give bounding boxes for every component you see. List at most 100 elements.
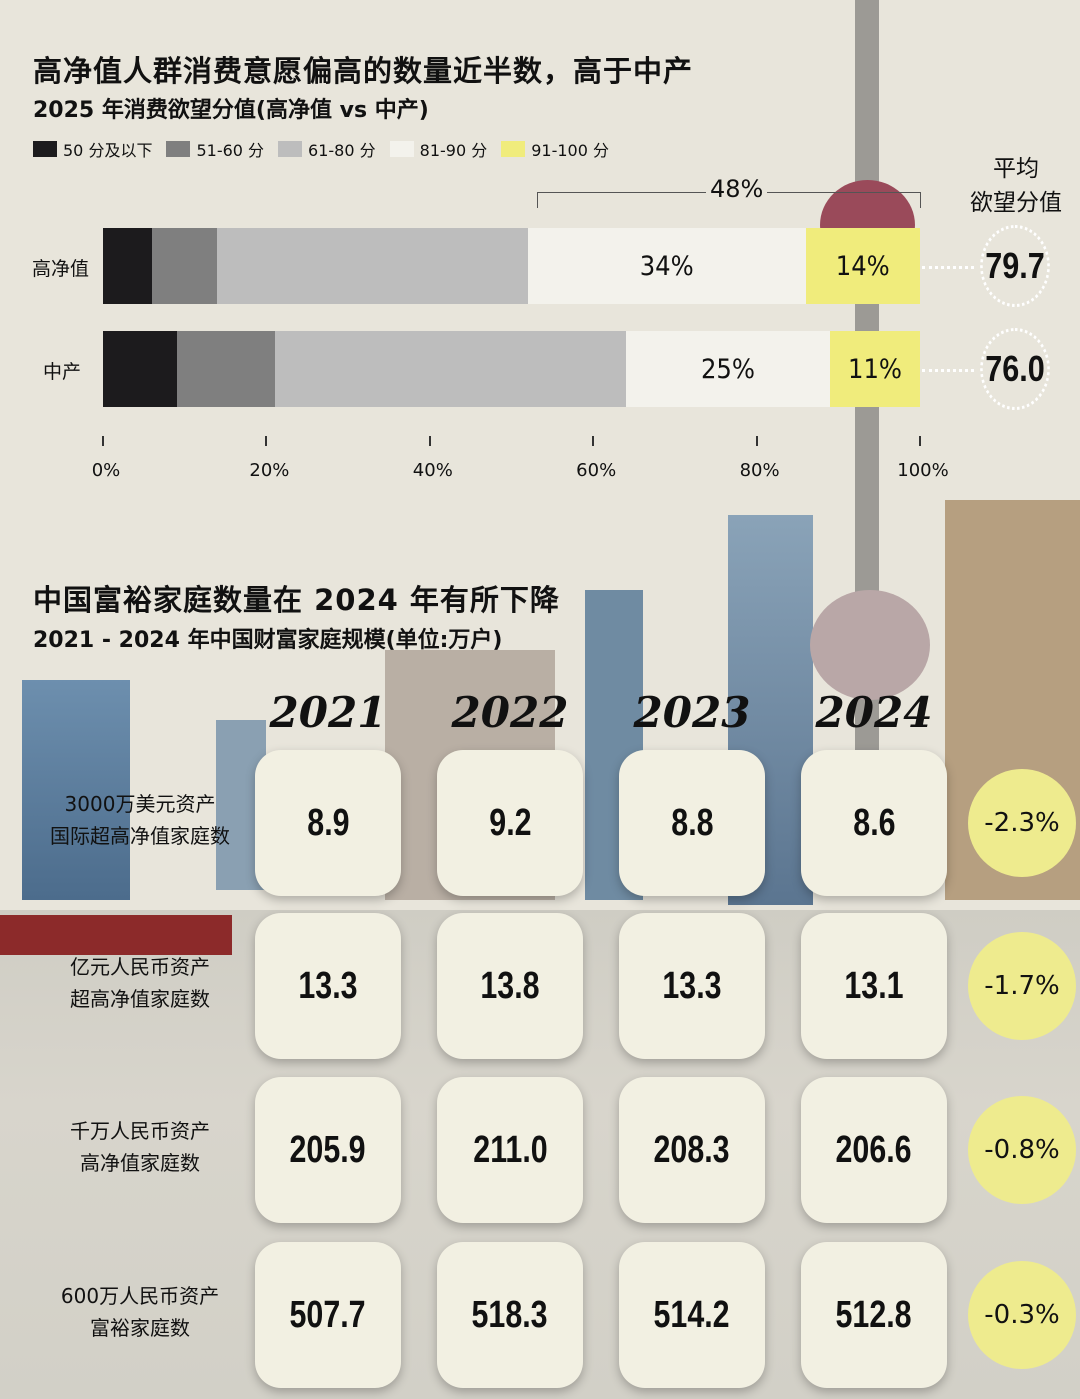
row-category: 亿元人民币资产 超高净值家庭数 — [20, 951, 260, 1015]
legend-label: 91-100 分 — [531, 141, 609, 160]
category-line2: 国际超高净值家庭数 — [50, 824, 230, 848]
value: 9.2 — [488, 801, 532, 844]
year-header: 2021 — [269, 688, 387, 737]
year-header: 2022 — [451, 688, 569, 737]
avg-header-line2: 欲望分值 — [970, 190, 1062, 216]
bar-segment: 25% — [625, 331, 831, 407]
value: 13.3 — [662, 964, 722, 1007]
x-tick — [755, 436, 758, 446]
data-label: 14% — [835, 250, 890, 282]
avg-score-header: 平均 欲望分值 — [955, 152, 1077, 220]
avg-score-high-net-worth: 79.7 — [980, 225, 1050, 307]
legend-swatch — [501, 141, 526, 157]
value-card: 8.8 — [619, 750, 765, 896]
category-line2: 富裕家庭数 — [90, 1316, 190, 1340]
bar-segment: 34% — [527, 228, 806, 304]
bar-segment — [152, 228, 218, 304]
legend-label: 51-60 分 — [196, 141, 265, 160]
x-tick — [102, 436, 104, 446]
data-label: 11% — [848, 353, 903, 385]
row-category: 600万人民币资产 富裕家庭数 — [20, 1280, 260, 1344]
x-tick — [265, 436, 268, 446]
row-category: 3000万美元资产 国际超高净值家庭数 — [20, 788, 260, 852]
value-card: 518.3 — [437, 1242, 583, 1388]
year-header: 2024 — [815, 688, 933, 737]
legend-swatch — [33, 141, 57, 157]
connector — [922, 369, 974, 372]
x-tick-label: 40% — [412, 460, 453, 481]
data-label: 25% — [700, 353, 755, 385]
category-line2: 超高净值家庭数 — [70, 987, 210, 1011]
value-card: 512.8 — [801, 1242, 947, 1388]
bar-segment — [103, 331, 177, 407]
year-header: 2023 — [633, 688, 751, 737]
value: 8.9 — [306, 801, 350, 844]
avg-header-line1: 平均 — [993, 156, 1039, 182]
change-badge: -2.3% — [968, 769, 1076, 877]
table-title: 中国富裕家庭数量在 2024 年有所下降 — [33, 583, 560, 617]
x-tick-label: 60% — [576, 460, 617, 481]
legend-item: 50 分及以下 — [33, 137, 152, 161]
row-label-middle-class: 中产 — [43, 361, 82, 383]
value: 208.3 — [653, 1128, 731, 1171]
value-card: 514.2 — [619, 1242, 765, 1388]
x-tick — [428, 436, 431, 446]
value: 206.6 — [835, 1128, 913, 1171]
legend-label: 61-80 分 — [308, 141, 376, 160]
connector — [922, 266, 974, 269]
legend-label: 50 分及以下 — [63, 141, 153, 160]
category-line1: 千万人民币资产 — [70, 1119, 210, 1143]
chart-subtitle: 2025 年消费欲望分值(高净值 vs 中产) — [33, 98, 429, 123]
row-category: 千万人民币资产 高净值家庭数 — [20, 1115, 260, 1179]
row-label-high-net-worth: 高净值 — [32, 258, 90, 280]
value-card: 13.3 — [255, 913, 401, 1059]
value: 205.9 — [289, 1128, 367, 1171]
bar-segment — [103, 228, 153, 304]
legend-swatch — [166, 141, 191, 157]
value-card: 507.7 — [255, 1242, 401, 1388]
value-card: 13.1 — [801, 913, 947, 1059]
bar-high-net-worth: 34% 14% — [103, 228, 920, 304]
legend-item: 51-60 分 — [166, 137, 264, 161]
value: 13.1 — [844, 964, 904, 1007]
legend-swatch — [278, 141, 303, 157]
value-card: 13.8 — [437, 913, 583, 1059]
value: 13.3 — [298, 964, 358, 1007]
bar-segment: 14% — [805, 228, 920, 304]
value-card: 9.2 — [437, 750, 583, 896]
value-card: 205.9 — [255, 1077, 401, 1223]
value-card: 211.0 — [437, 1077, 583, 1223]
x-tick — [592, 436, 595, 446]
legend-swatch — [389, 141, 414, 157]
value: 507.7 — [289, 1293, 367, 1336]
value-card: 206.6 — [801, 1077, 947, 1223]
bar-segment — [217, 228, 528, 304]
chart-title: 高净值人群消费意愿偏高的数量近半数，高于中产 — [33, 54, 694, 88]
x-tick-label: 20% — [249, 460, 290, 481]
value-card: 8.6 — [801, 750, 947, 896]
bar-segment — [176, 331, 275, 407]
x-tick — [919, 436, 921, 446]
bar-middle-class: 25% 11% — [103, 331, 920, 407]
avg-score-middle-class: 76.0 — [980, 328, 1050, 410]
category-line1: 600万人民币资产 — [60, 1284, 220, 1308]
value-card: 13.3 — [619, 913, 765, 1059]
change-badge: -0.3% — [968, 1261, 1076, 1369]
x-tick-label: 0% — [91, 460, 121, 481]
category-line1: 亿元人民币资产 — [70, 955, 210, 979]
table-subtitle: 2021 - 2024 年中国财富家庭规模(单位:万户) — [33, 628, 503, 653]
x-tick-label: 100% — [897, 460, 949, 481]
legend-label: 81-90 分 — [419, 141, 488, 160]
legend-item: 81-90 分 — [389, 137, 488, 161]
change-badge: -0.8% — [968, 1096, 1076, 1204]
legend-item: 61-80 分 — [278, 137, 376, 161]
value-card: 208.3 — [619, 1077, 765, 1223]
data-label: 34% — [639, 250, 694, 282]
value: 514.2 — [653, 1293, 731, 1336]
change-badge: -1.7% — [968, 932, 1076, 1040]
x-tick-label: 80% — [739, 460, 780, 481]
category-line2: 高净值家庭数 — [80, 1151, 200, 1175]
value: 13.8 — [480, 964, 540, 1007]
bracket-label: 48% — [706, 175, 768, 203]
value: 8.8 — [670, 801, 714, 844]
